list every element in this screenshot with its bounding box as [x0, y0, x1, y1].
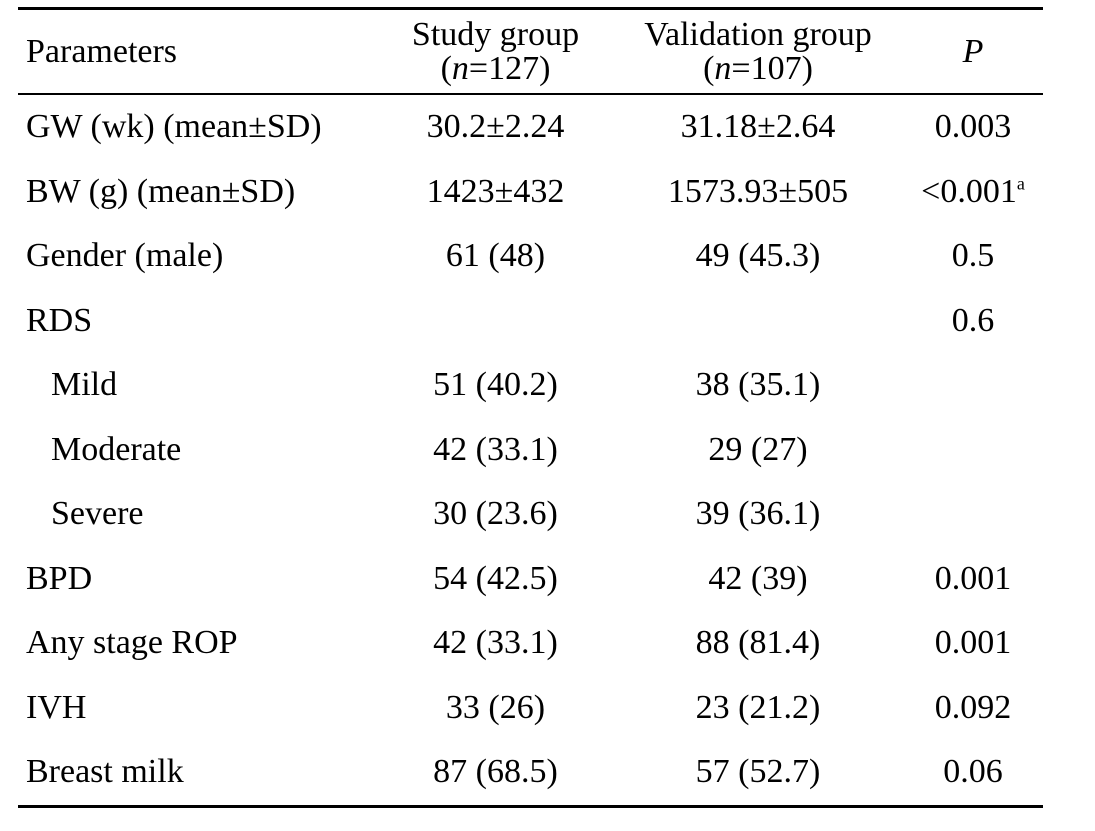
cell-validation-group: 1573.93±505: [667, 172, 849, 210]
cell-validation-group: 38 (35.1): [695, 366, 821, 404]
cell-parameter: Severe: [51, 495, 144, 533]
cell-parameter: Any stage ROP: [26, 624, 238, 662]
cell-study-group: 42 (33.1): [433, 430, 558, 468]
p-value-text: 0.5: [951, 237, 995, 275]
cell-study-group: 87 (68.5): [433, 753, 558, 791]
cell-p-value: 0.001: [903, 560, 1043, 598]
header-study-count: (n=127): [440, 49, 551, 87]
cell-validation-group: 88 (81.4): [695, 624, 821, 662]
p-value-text: 0.001: [934, 624, 1012, 662]
cell-parameter: BW (g) (mean±SD): [26, 172, 296, 210]
p-value-text: 0.003: [934, 108, 1012, 146]
p-value-text: 0.06: [943, 753, 1003, 791]
table-row: Severe 30 (23.6) 39 (36.1): [18, 482, 1043, 547]
cell-parameter: RDS: [26, 301, 93, 339]
cell-study-group: 30 (23.6): [433, 495, 558, 533]
cell-parameter: Breast milk: [26, 753, 184, 791]
cell-study-group: 33 (26): [445, 688, 546, 726]
p-value-text: 0.001: [934, 559, 1012, 597]
cell-validation-group: 57 (52.7): [695, 753, 821, 791]
header-parameters: Parameters: [26, 32, 178, 70]
cell-parameter: BPD: [26, 559, 93, 597]
cell-study-group: 1423±432: [426, 172, 565, 210]
table-row: BW (g) (mean±SD) 1423±432 1573.93±505 <0…: [18, 160, 1043, 225]
cell-p-value: 0.06: [903, 753, 1043, 791]
table-row: Any stage ROP 42 (33.1) 88 (81.4) 0.001: [18, 611, 1043, 676]
cell-validation-group: 42 (39): [708, 559, 808, 597]
header-study-title: Study group: [411, 15, 580, 53]
cell-parameter: Mild: [51, 366, 118, 404]
cell-p-value: 0.5: [903, 237, 1043, 275]
cell-parameter: IVH: [26, 688, 87, 726]
cell-study-group: 51 (40.2): [433, 366, 558, 404]
p-value-footnote: a: [1016, 173, 1025, 194]
cell-p-value: 0.6: [903, 302, 1043, 340]
table-row: Mild 51 (40.2) 38 (35.1): [18, 353, 1043, 418]
p-value-text: <0.001: [921, 172, 1017, 210]
cell-p-value: <0.001a: [903, 173, 1043, 211]
header-study-group: Study group (n=127): [378, 15, 613, 87]
header-valid-n: n: [714, 49, 732, 87]
cell-validation-group: 31.18±2.64: [680, 108, 836, 146]
cell-study-group: 30.2±2.24: [426, 108, 565, 146]
cell-p-value: 0.001: [903, 624, 1043, 662]
table-body: GW (wk) (mean±SD) 30.2±2.24 31.18±2.64 0…: [18, 95, 1043, 805]
cell-validation-group: 49 (45.3): [695, 237, 821, 275]
header-validation-group: Validation group (n=107): [613, 15, 903, 87]
table-bottom-rule: [18, 804, 1043, 808]
cell-study-group: 54 (42.5): [433, 559, 558, 597]
cell-parameter: GW (wk) (mean±SD): [26, 108, 322, 146]
table-row: Moderate 42 (33.1) 29 (27): [18, 418, 1043, 483]
table-header: Parameters Study group (n=127) Validatio…: [18, 10, 1043, 93]
cell-parameter: Moderate: [51, 430, 182, 468]
table-row: RDS 0.6: [18, 289, 1043, 354]
header-study-n: n: [451, 49, 469, 87]
header-p-value: P: [962, 32, 984, 70]
cell-p-value: 0.003: [903, 108, 1043, 146]
table-row: Breast milk 87 (68.5) 57 (52.7) 0.06: [18, 740, 1043, 805]
table-header-rule: [18, 93, 1043, 95]
cell-parameter: Gender (male): [26, 237, 224, 275]
table-row: IVH 33 (26) 23 (21.2) 0.092: [18, 676, 1043, 741]
table-row: BPD 54 (42.5) 42 (39) 0.001: [18, 547, 1043, 612]
cell-validation-group: 29 (27): [708, 430, 808, 468]
cell-study-group: 61 (48): [445, 237, 546, 275]
header-valid-count: (n=107): [703, 49, 813, 87]
header-study-n-value: =127): [468, 49, 551, 87]
table-row: GW (wk) (mean±SD) 30.2±2.24 31.18±2.64 0…: [18, 95, 1043, 160]
cell-validation-group: 39 (36.1): [695, 495, 821, 533]
cell-validation-group: 23 (21.2): [695, 688, 821, 726]
cell-p-value: 0.092: [903, 689, 1043, 727]
data-table: Parameters Study group (n=127) Validatio…: [18, 7, 1043, 808]
header-valid-title: Validation group: [644, 15, 872, 53]
header-valid-n-value: =107): [731, 49, 813, 87]
p-value-text: 0.092: [934, 688, 1012, 726]
p-value-text: 0.6: [951, 301, 995, 339]
cell-study-group: 42 (33.1): [433, 624, 558, 662]
table-top-rule: [18, 7, 1043, 10]
table-row: Gender (male) 61 (48) 49 (45.3) 0.5: [18, 224, 1043, 289]
